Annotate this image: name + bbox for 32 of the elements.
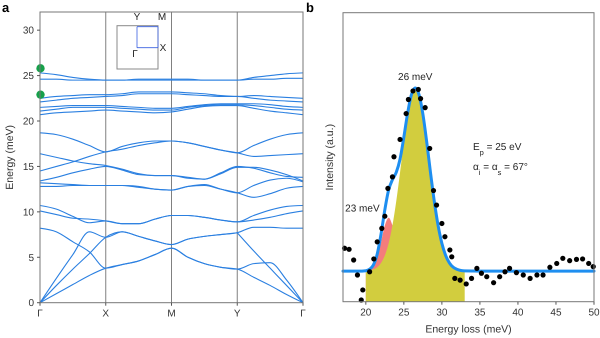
annotation: E$_{p}$ = 25 eV: [473, 142, 522, 156]
y-tick-label: 10: [22, 207, 34, 218]
annotation: M: [158, 12, 166, 23]
x-tick-label: M: [167, 308, 176, 320]
y-tick-label: 30: [22, 26, 34, 37]
annotation: Γ: [132, 49, 138, 60]
x-tick-label: Γ: [300, 308, 306, 320]
chart-title: a: [2, 0, 10, 15]
x-tick-label: X: [102, 308, 110, 320]
y-tick-label: 25: [22, 71, 34, 82]
y-tick-label: 20: [22, 116, 34, 128]
annotation: α$_{i}$ = α$_{s}$ = 67°: [473, 162, 528, 176]
annotation: 23 meV: [345, 204, 380, 215]
annotation: 26 meV: [398, 72, 433, 83]
y-tick-label: 0: [28, 298, 34, 310]
chart-title: b: [306, 0, 314, 15]
y-axis-title: Intensity (a.u.): [324, 124, 336, 190]
annotation: X: [160, 43, 167, 54]
x-axis-title: Energy loss (meV): [425, 324, 512, 336]
x-tick-label: 50: [588, 308, 600, 319]
y-axis-title: Energy (meV): [4, 124, 16, 190]
x-tick-label: 45: [550, 308, 562, 319]
x-tick-label: Γ: [37, 308, 44, 320]
annotation: Y: [134, 12, 141, 23]
x-tick-label: 25: [398, 308, 410, 319]
y-tick-label: 5: [28, 252, 34, 264]
x-tick-label: 35: [474, 308, 486, 319]
y-tick-label: 15: [22, 162, 34, 173]
x-tick-label: 20: [360, 308, 372, 319]
x-tick-label: 30: [436, 308, 448, 319]
x-tick-label: Y: [234, 308, 241, 320]
x-tick-label: 40: [512, 308, 524, 319]
